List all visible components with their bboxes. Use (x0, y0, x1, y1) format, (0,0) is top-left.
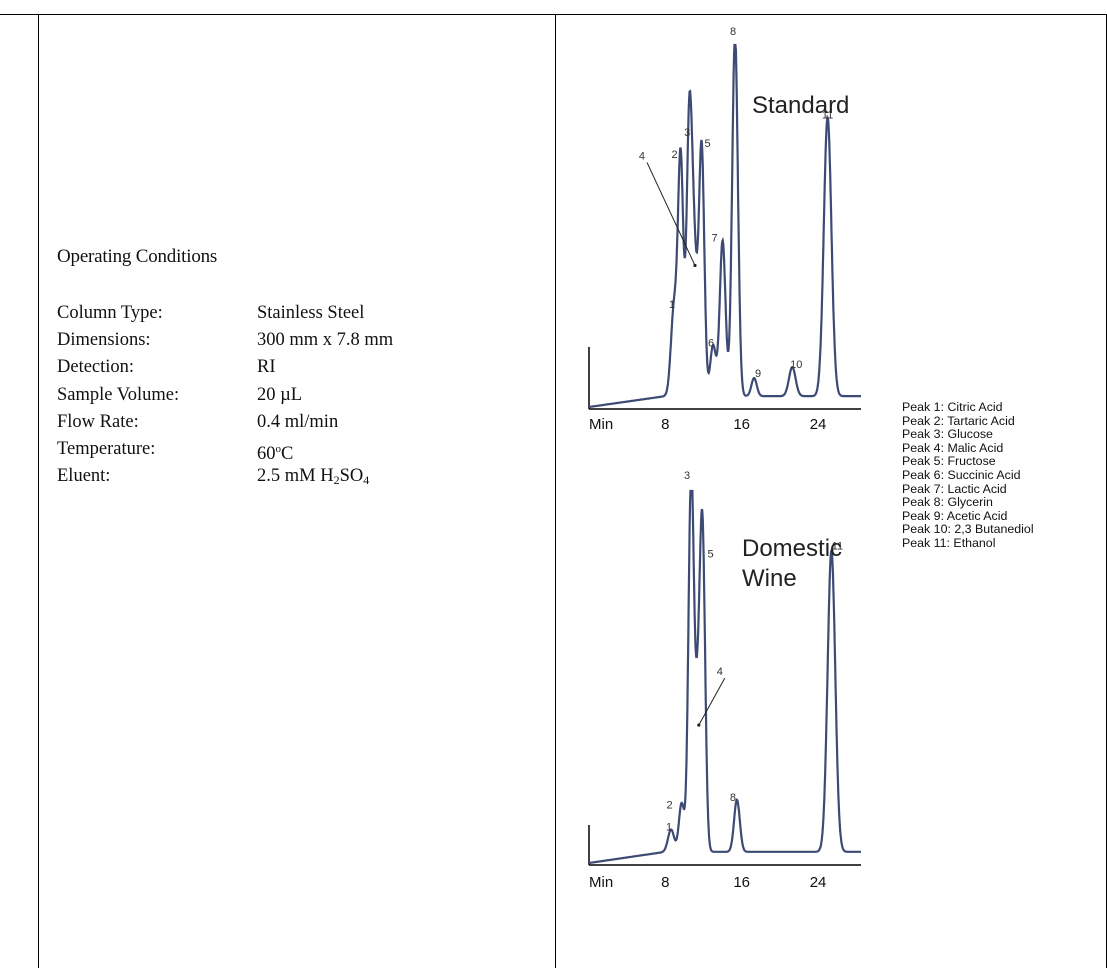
condition-label: Eluent: (57, 466, 111, 487)
chart-title: Wine (742, 565, 797, 592)
peak-label: 4 (639, 150, 645, 162)
chromatogram-area: 1 2 3 4 5 6 7 8 9 10 11 Min 8 16 24 Standard 1 2 3 4 5 8 11 Min… (556, 15, 1106, 967)
condition-row: Dimensions: 300 mm x 7.8 mm (57, 327, 537, 354)
legend-entry: Peak 10: 2,3 Butanediol (902, 522, 1034, 537)
condition-label: Sample Volume: (57, 384, 180, 405)
peak-label: 8 (730, 792, 736, 804)
peak-label: 8 (730, 26, 736, 38)
x-axis-label: Min (589, 874, 613, 891)
condition-row: Temperature: 60oC (57, 436, 537, 464)
peak-label: 5 (708, 548, 714, 560)
border-middle (555, 15, 556, 968)
chromatogram-trace (588, 43, 861, 409)
peak-4-pointer (646, 162, 696, 266)
legend-entry: Peak 9: Acetic Acid (902, 508, 1008, 523)
condition-row: Detection: RI (57, 354, 537, 381)
condition-value: RI (257, 357, 276, 378)
legend-entry: Peak 1: Citric Acid (902, 400, 1003, 414)
condition-row: Flow Rate: 0.4 ml/min (57, 409, 537, 436)
peak-4-pointer (698, 677, 726, 726)
legend-entry: Peak 6: Succinic Acid (902, 467, 1021, 482)
peak-4-pointer-head (697, 723, 701, 727)
eluent-part: SO (339, 466, 364, 487)
peak-legend: Peak 1: Citric Acid Peak 2: Tartaric Aci… (902, 400, 1034, 551)
peak-label: 1 (669, 299, 675, 311)
peak-label: 10 (790, 359, 802, 371)
border-left (38, 15, 39, 968)
x-tick-label: 16 (733, 416, 750, 433)
operating-conditions-title: Operating Conditions (57, 246, 218, 267)
peak-label: 2 (672, 149, 678, 161)
x-tick-label: 16 (733, 874, 750, 891)
condition-label: Detection: (57, 357, 135, 378)
degree-mark: o (275, 442, 282, 455)
temperature-unit: C (281, 443, 294, 464)
peak-label: 5 (705, 138, 711, 150)
chart-title: Standard (752, 92, 849, 119)
condition-value: 0.4 ml/min (257, 411, 339, 432)
x-tick-label: 8 (661, 874, 669, 891)
peak-label: 3 (684, 127, 690, 139)
peak-4-pointer-head (693, 263, 697, 268)
condition-value-temperature: 60oC (257, 436, 537, 464)
legend-entry: Peak 2: Tartaric Acid (902, 413, 1015, 428)
peak-label: 3 (684, 470, 690, 482)
condition-label: Temperature: (57, 438, 156, 459)
chromatogram-trace (588, 489, 861, 865)
peak-label: 4 (717, 666, 723, 678)
x-tick-label: 24 (810, 416, 827, 433)
legend-entry: Peak 5: Fructose (902, 454, 996, 469)
condition-label: Column Type: (57, 303, 163, 323)
chart-title: Domestic (742, 535, 842, 562)
peak-label: 11 (832, 541, 843, 553)
operating-conditions-panel: Operating Conditions Column Type: Stainl… (57, 246, 537, 490)
condition-label: Flow Rate: (57, 411, 139, 432)
condition-value: 20 µL (257, 384, 303, 405)
condition-value: 300 mm x 7.8 mm (257, 330, 394, 351)
legend-entry: Peak 11: Ethanol (902, 535, 996, 550)
x-tick-label: 24 (810, 874, 827, 891)
peak-label: 7 (712, 232, 718, 244)
peak-label: 2 (667, 800, 673, 812)
legend-entry: Peak 8: Glycerin (902, 495, 993, 510)
condition-value-eluent: 2.5 mM H2SO4 (257, 463, 537, 490)
peak-label: 1 (666, 822, 672, 834)
eluent-part: 2.5 mM H (257, 466, 334, 487)
peak-label: 11 (822, 109, 833, 121)
legend-entry: Peak 3: Glucose (902, 427, 993, 442)
condition-row: Sample Volume: 20 µL (57, 382, 537, 409)
legend-entry: Peak 4: Malic Acid (902, 440, 1004, 455)
legend-entry: Peak 7: Lactic Acid (902, 481, 1007, 496)
peak-label: 6 (708, 337, 714, 349)
temperature-number: 60 (257, 443, 276, 464)
x-axis-label: Min (589, 416, 613, 433)
condition-label: Dimensions: (57, 330, 151, 351)
condition-row: Eluent: 2.5 mM H2SO4 (57, 463, 537, 490)
eluent-sub: 2 (333, 473, 340, 488)
eluent-sub: 4 (363, 473, 370, 488)
x-tick-label: 8 (661, 416, 669, 433)
condition-value: Stainless Steel (257, 303, 365, 323)
condition-row: Column Type: Stainless Steel (57, 300, 537, 327)
peak-label: 9 (755, 368, 761, 380)
